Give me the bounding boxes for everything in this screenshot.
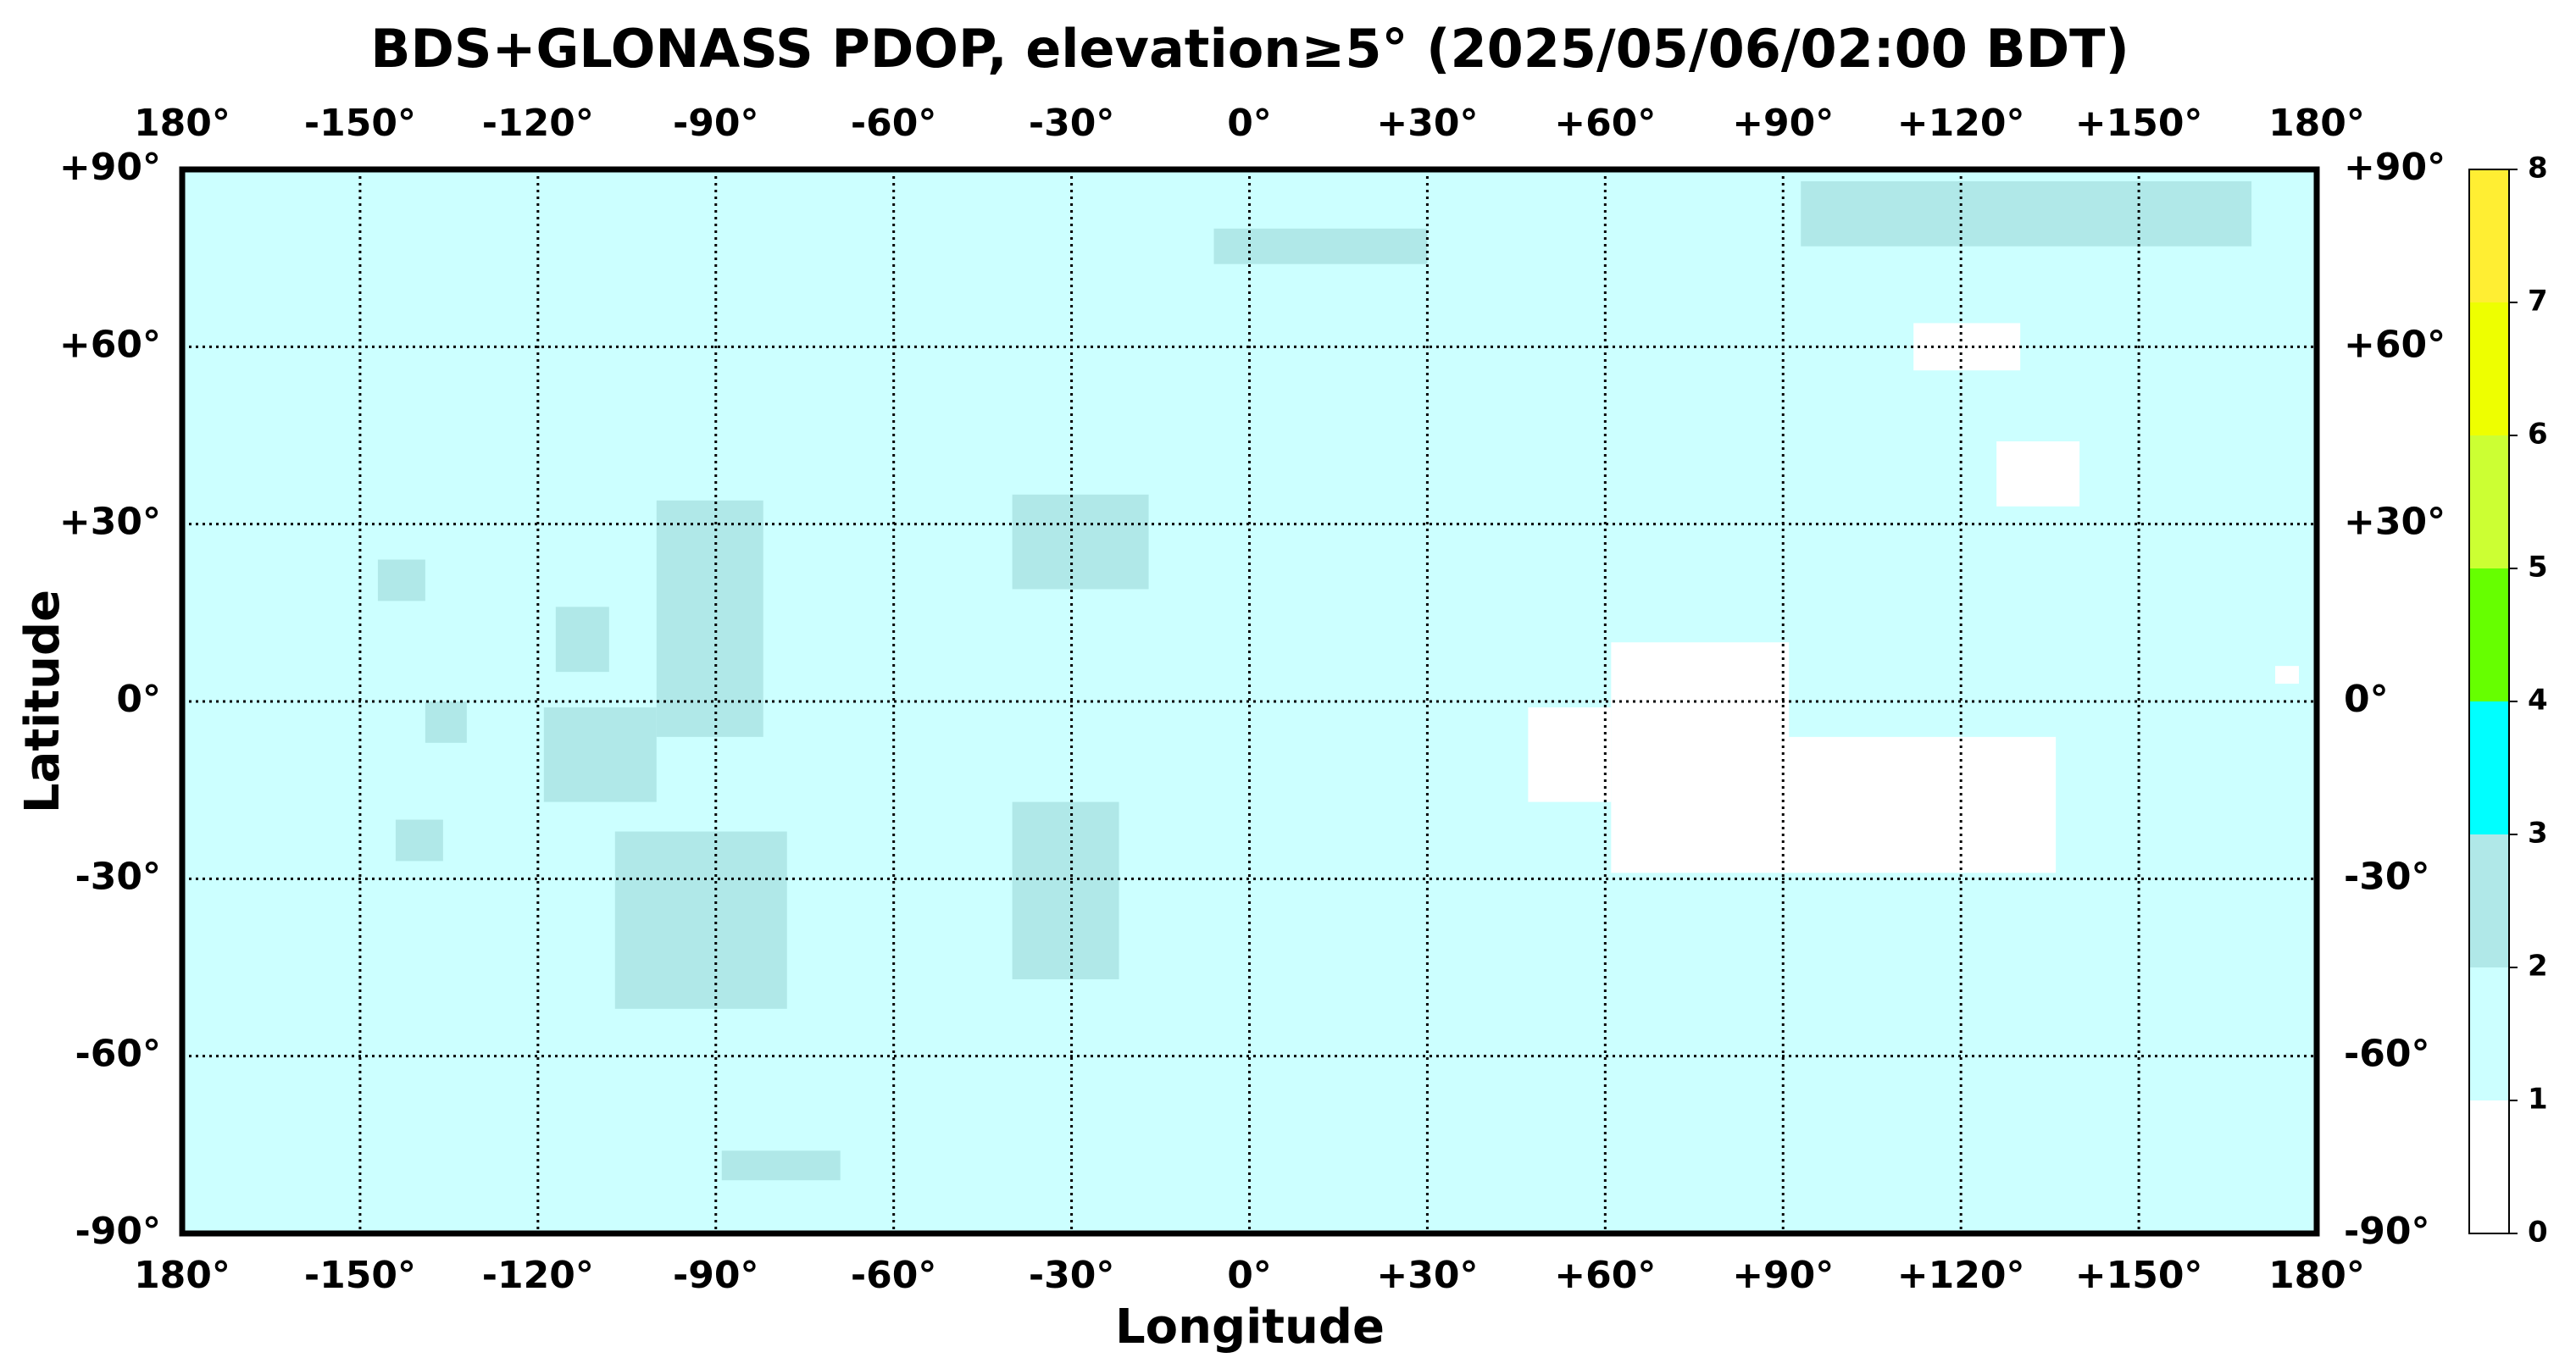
- colorbar-segment: [2469, 568, 2509, 701]
- y-tick-label: -90°: [75, 1210, 162, 1253]
- pdop-region: [1213, 228, 1428, 264]
- pdop-region: [1996, 441, 2080, 507]
- y-tick-label: +60°: [59, 323, 161, 366]
- y-tick-label: +60°: [2344, 323, 2446, 366]
- grid: [179, 166, 2320, 1237]
- pdop-region: [395, 819, 443, 862]
- x-tick-label: -30°: [1029, 1254, 1115, 1297]
- colorbar-segment: [2469, 701, 2509, 834]
- pdop-region: [1611, 642, 1790, 873]
- x-tick-label: +60°: [1554, 1254, 1656, 1297]
- y-tick-label: 0°: [2344, 678, 2389, 721]
- pdop-region: [1801, 180, 2252, 247]
- y-tick-label: -60°: [75, 1033, 162, 1076]
- x-tick-label: -90°: [673, 1254, 759, 1297]
- x-tick-label: 180°: [134, 1254, 230, 1297]
- x-tick-label: -90°: [673, 102, 759, 145]
- y-tick-label: -90°: [2344, 1210, 2430, 1253]
- x-tick-label: -120°: [482, 1254, 594, 1297]
- colorbar-tick-label: 1: [2528, 1083, 2548, 1117]
- x-tick-label: -60°: [851, 1254, 937, 1297]
- x-tick-label: +120°: [1897, 102, 2025, 145]
- y-tick-label: -30°: [75, 855, 162, 898]
- colorbar-segment: [2469, 435, 2509, 568]
- x-tick-label: 180°: [134, 102, 230, 145]
- x-tick-label: +60°: [1554, 102, 1656, 145]
- x-tick-label: -150°: [304, 1254, 416, 1297]
- pdop-region: [543, 707, 657, 802]
- pdop-region: [1012, 494, 1149, 590]
- colorbar-tick-label: 6: [2528, 418, 2548, 452]
- y-tick-label: 0°: [116, 678, 161, 721]
- map-frame: [179, 166, 2320, 1237]
- colorbar-tick-label: 3: [2528, 817, 2548, 851]
- pdop-region: [555, 607, 609, 673]
- labels: 180° 180° -150° -150° -120° -120° -90° -90° -60°…: [59, 102, 2446, 1297]
- pdop-region: [1012, 801, 1119, 979]
- pdop-region: [425, 701, 467, 743]
- x-tick-label: -120°: [482, 102, 594, 145]
- colorbar-segment: [2469, 834, 2509, 967]
- x-tick-label: +150°: [2075, 1254, 2203, 1297]
- colorbar-segment: [2469, 302, 2509, 435]
- x-tick-label: -30°: [1029, 102, 1115, 145]
- x-tick-label: -150°: [304, 102, 416, 145]
- y-tick-label: +30°: [59, 501, 161, 544]
- x-tick-label: 180°: [2268, 102, 2365, 145]
- colorbar-segment: [2469, 1100, 2509, 1233]
- colorbar-tick-label: 0: [2528, 1216, 2548, 1250]
- colorbar-tick-label: 5: [2528, 551, 2548, 585]
- pdop-region: [1528, 707, 1612, 802]
- x-tick-label: +90°: [1732, 1254, 1834, 1297]
- pdop-region: [614, 831, 787, 1009]
- y-tick-label: +90°: [59, 146, 161, 189]
- y-axis-label: Latitude: [15, 590, 70, 813]
- colorbar: 0 1 2 3 4 5 6 7 8: [2468, 152, 2548, 1250]
- y-tick-label: -30°: [2344, 855, 2430, 898]
- colorbar-tick-label: 4: [2528, 684, 2548, 718]
- x-tick-label: 0°: [1227, 1254, 1272, 1297]
- pdop-region: [377, 559, 425, 601]
- pdop-region: [656, 500, 763, 737]
- x-tick-label: +30°: [1376, 1254, 1478, 1297]
- y-tick-label: -60°: [2344, 1033, 2430, 1076]
- colorbar-tick-label: 2: [2528, 950, 2548, 984]
- x-tick-label: +30°: [1376, 102, 1478, 145]
- pdop-region: [2275, 666, 2300, 684]
- y-tick-label: +90°: [2344, 146, 2446, 189]
- x-tick-label: -60°: [851, 102, 937, 145]
- colorbar-tick-label: 8: [2528, 152, 2548, 186]
- y-tick-label: +30°: [2344, 501, 2446, 544]
- pdop-region: [1789, 736, 2057, 873]
- colorbar-segment: [2469, 967, 2509, 1100]
- x-tick-label: 180°: [2268, 1254, 2365, 1297]
- pdop-region: [721, 1150, 841, 1181]
- colorbar-tick-label: 7: [2528, 285, 2548, 319]
- x-tick-label: +120°: [1897, 1254, 2025, 1297]
- x-tick-label: +150°: [2075, 102, 2203, 145]
- x-tick-label: 0°: [1227, 102, 1272, 145]
- x-tick-label: +90°: [1732, 102, 1834, 145]
- colorbar-segment: [2469, 169, 2509, 302]
- chart-title: BDS+GLONASS PDOP, elevation≥5° (2025/05/…: [370, 18, 2129, 80]
- x-axis-label: Longitude: [1115, 1300, 1385, 1355]
